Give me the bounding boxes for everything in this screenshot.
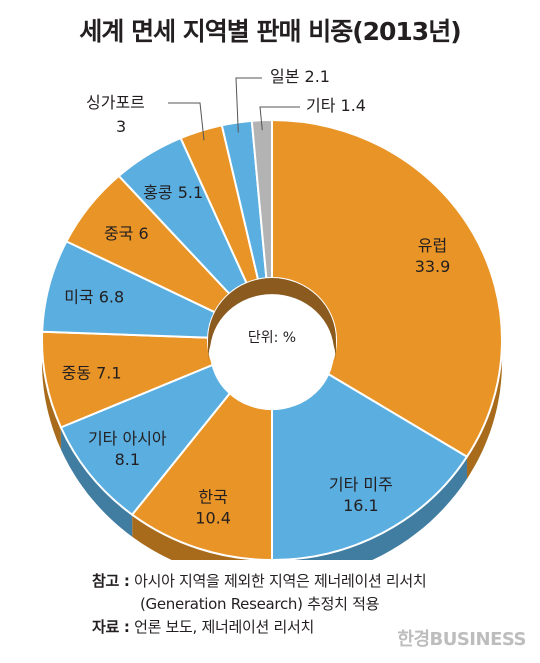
chart-notes: 참고 : 아시아 지역을 제외한 지역은 제너레이션 리서치 (Generati… [92, 570, 427, 639]
leader-line [235, 77, 262, 133]
reference-label: 참고 : [92, 572, 130, 590]
slice-label: 기타 1.4 [306, 96, 366, 115]
slice-side [60, 427, 133, 537]
source-label: 자료 : [92, 618, 130, 636]
slice-value: 3 [116, 117, 126, 136]
slice-side [132, 514, 272, 560]
reference-text-1: 아시아 지역을 제외한 지역은 제너레이션 리서치 [134, 572, 427, 590]
slice-label: 일본 2.1 [270, 67, 330, 86]
slice-label: 한국 10.4 [195, 488, 231, 528]
slice-label: 기타 미주 16.1 [329, 475, 393, 515]
slice-value: 16.1 [343, 496, 379, 515]
donut-hole-wall [208, 278, 336, 362]
slice-label: 기타 아시아 8.1 [88, 429, 167, 469]
donut-hole [210, 294, 334, 411]
slice-label: 중동 7.1 [62, 363, 122, 382]
unit-label: 단위: % [248, 330, 296, 346]
slice-label: 유럽 33.9 [415, 236, 451, 276]
reference-text-2: (Generation Research) 추정치 적용 [140, 595, 380, 613]
slice-name: 유럽 [418, 236, 447, 255]
slice-name: 기타 아시아 [88, 429, 167, 448]
slice-labels: 유럽 33.9 기타 미주 16.1 한국 10.4 기타 아시아 8.1 중동 7.1 미국 6… [62, 67, 451, 528]
slice-name: 싱가포르 [86, 93, 145, 112]
donut-chart: 단위: % 유럽 33.9 기타 미주 16.1 한국 10.4 기타 아시아 8.1 중동 7.… [41, 67, 503, 560]
slice-side [42, 340, 61, 450]
chart-title: 세계 면세 지역별 판매 비중(2013년) [79, 17, 461, 46]
slice-name: 기타 미주 [329, 475, 393, 494]
slice-label: 홍콩 5.1 [143, 183, 203, 202]
slice-value: 33.9 [415, 257, 451, 276]
source-note: 자료 : 언론 보도, 제너레이션 리서치 [92, 616, 426, 639]
slice-value: 8.1 [115, 450, 140, 469]
publisher-logo: 한경BUSINESS [397, 629, 526, 650]
slice-name: 한국 [198, 488, 227, 507]
reference-note-cont: (Generation Research) 추정치 적용 [92, 593, 426, 616]
slice-label: 싱가포르 3 [86, 93, 145, 136]
slice-value: 10.4 [195, 509, 231, 528]
leader-line [259, 106, 300, 131]
reference-note: 참고 : 아시아 지역을 제외한 지역은 제너레이션 리서치 [92, 570, 427, 593]
source-text: 언론 보도, 제너레이션 리서치 [134, 618, 314, 636]
slice-label: 미국 6.8 [64, 287, 124, 306]
leader-line [168, 102, 205, 141]
slice-label: 중국 6 [104, 224, 149, 243]
